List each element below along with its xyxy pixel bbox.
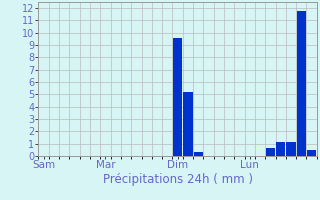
Bar (276, 142, 285, 156)
Bar (307, 150, 316, 156)
Bar (297, 11, 306, 156)
X-axis label: Précipitations 24h ( mm ): Précipitations 24h ( mm ) (103, 173, 252, 186)
Bar (194, 152, 203, 156)
Bar (183, 92, 193, 156)
Bar (173, 38, 182, 156)
Bar (286, 142, 296, 156)
Bar (266, 148, 275, 156)
